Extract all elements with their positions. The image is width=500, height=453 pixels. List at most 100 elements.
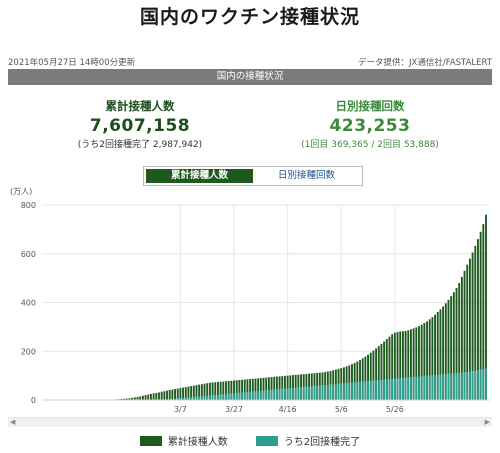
legend-item-first[interactable]: 累計接種人数 [139,433,228,448]
bar-second-dose [200,396,203,400]
scroll-right-icon[interactable]: ▶ [484,418,490,426]
bar-second-dose [243,392,246,400]
bar-cumulative [128,398,131,400]
bar-second-dose [318,385,321,400]
legend-swatch-first [139,435,162,446]
bar-cumulative [281,376,284,400]
bar-second-dose [361,381,364,400]
bar-second-dose [265,390,268,400]
bar-second-dose [334,383,337,400]
bar-cumulative [460,276,463,400]
bar-cumulative [393,332,396,400]
bar-second-dose [174,398,176,400]
tab-cumulative[interactable]: 累計接種人数 [146,169,253,183]
bar-second-dose [428,375,431,400]
bar-second-dose [171,398,174,400]
tab-daily[interactable]: 日別接種回数 [277,170,335,181]
bar-second-dose [479,369,482,400]
bar-cumulative [377,346,380,400]
bar-second-dose [399,378,402,400]
bar-second-dose [284,388,286,400]
bar-cumulative [155,392,158,400]
bar-cumulative [214,382,217,400]
bar-second-dose [342,383,345,400]
bar-cumulative [447,299,450,400]
bar-second-dose [332,384,335,400]
bar-cumulative [369,352,372,400]
bar-second-dose [321,385,324,400]
bar-second-dose [203,395,206,400]
bar-second-dose [251,391,254,400]
bar-cumulative [227,380,230,400]
bar-second-dose [345,382,348,400]
bar-cumulative [474,245,477,400]
y-tick-label: 600 [21,250,36,259]
bar-cumulative [182,387,185,400]
scroll-left-icon[interactable]: ◀ [10,418,16,426]
bar-second-dose [412,376,415,400]
bar-cumulative [450,296,453,400]
bar-cumulative [230,380,233,400]
bar-second-dose [415,376,418,400]
bar-cumulative [225,381,227,400]
bar-second-dose [388,379,391,400]
bar-cumulative [415,327,418,400]
bar-second-dose [463,372,466,400]
bar-cumulative [141,395,144,400]
bar-second-dose [246,391,249,400]
chart-scrollbar[interactable]: ◀ ▶ [8,417,492,427]
bar-second-dose [418,376,420,400]
page-title: 国内のワクチン接種状況 [139,6,360,28]
bar-cumulative [383,341,386,400]
bar-cumulative [267,377,270,400]
bar-second-dose [482,369,485,400]
bar-cumulative [147,394,150,400]
bar-cumulative [131,397,134,400]
bar-second-dose [233,393,235,400]
bar-cumulative [125,398,128,400]
bar-second-dose [179,398,182,400]
bar-second-dose [238,392,241,400]
bar-cumulative [361,358,364,400]
bar-second-dose [254,391,257,400]
bar-cumulative [259,378,262,400]
view-toggle: 累計接種人数 日別接種回数 [143,166,363,186]
bar-second-dose [369,380,372,400]
cumulative-value: 7,607,158 [89,116,191,136]
bar-cumulative [351,364,353,400]
bar-second-dose [383,379,386,400]
bar-cumulative [410,329,412,400]
bar-second-dose [477,370,479,400]
bar-cumulative [278,376,281,400]
bar-second-dose [308,386,311,400]
x-tick-label: 5/6 [335,405,348,414]
legend-item-second[interactable]: うち2回接種完了 [255,433,360,448]
bar-second-dose [372,380,375,400]
bar-cumulative [179,388,182,400]
bar-cumulative [431,317,434,400]
bar-second-dose [286,388,289,400]
bar-second-dose [219,394,222,400]
bar-second-dose [292,387,294,400]
bar-second-dose [420,376,423,400]
chart-legend: 累計接種人数 うち2回接種完了 [0,433,500,448]
bar-second-dose [340,383,343,400]
cumulative-label: 累計接種人数 [105,99,175,113]
bar-second-dose [337,383,340,400]
y-tick-label: 200 [21,347,36,356]
bar-cumulative [275,376,278,400]
bar-cumulative [364,356,367,400]
bar-cumulative [251,378,254,400]
bar-cumulative [158,392,160,400]
bar-second-dose [391,378,394,400]
bar-cumulative [468,258,471,400]
bar-second-dose [455,372,458,400]
bar-cumulative [396,331,399,400]
bar-second-dose [289,388,292,400]
bar-second-dose [359,381,361,400]
bar-second-dose [375,380,378,400]
bar-second-dose [278,389,281,400]
bar-cumulative [434,314,437,400]
bar-cumulative [166,390,168,400]
bar-cumulative [123,398,126,400]
